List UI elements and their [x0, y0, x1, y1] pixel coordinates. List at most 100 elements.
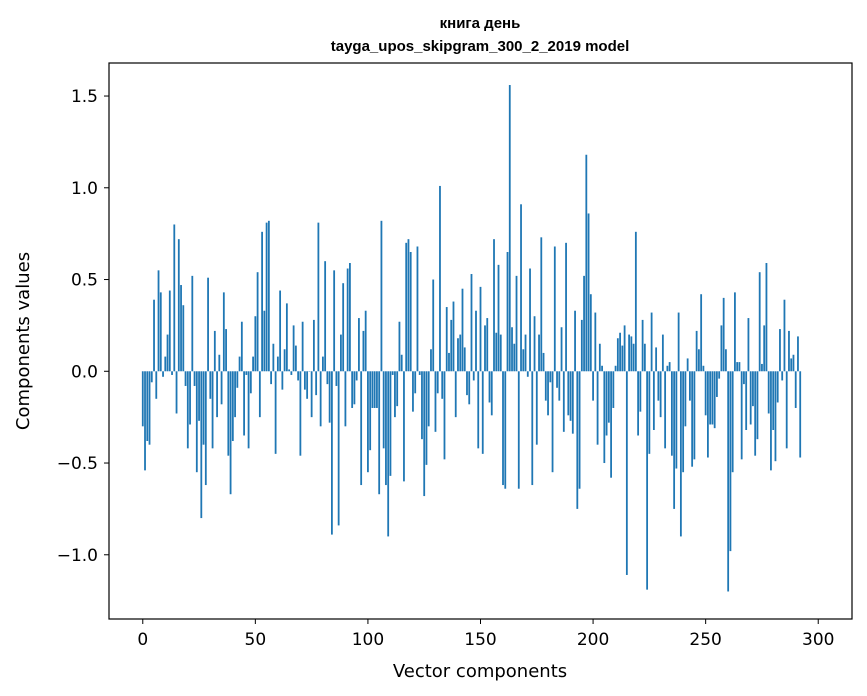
bar [652, 371, 655, 430]
bar [533, 316, 536, 372]
bar [353, 371, 356, 405]
bar [189, 371, 191, 425]
bar [603, 371, 606, 464]
bar [734, 292, 736, 372]
bar [229, 371, 232, 495]
bar [301, 321, 304, 372]
bar [479, 286, 482, 372]
bar [526, 371, 529, 377]
bar [520, 204, 522, 372]
bar [754, 371, 757, 456]
bar [668, 362, 671, 372]
bar [344, 371, 347, 427]
bar [434, 371, 437, 432]
bar [569, 371, 572, 421]
bar [598, 343, 601, 372]
bar [544, 371, 547, 401]
bar [580, 319, 583, 372]
bar [589, 294, 592, 372]
bar [466, 371, 468, 396]
bar [623, 325, 626, 372]
bar [565, 242, 567, 372]
bar [772, 371, 775, 430]
bar [209, 371, 212, 399]
bar [450, 319, 453, 372]
bar [319, 371, 322, 427]
bar [779, 329, 781, 372]
bar [340, 334, 342, 372]
bar [610, 371, 612, 478]
bar [495, 332, 498, 372]
bar [486, 318, 489, 372]
bar [243, 371, 245, 436]
bar [576, 371, 579, 509]
bar [382, 371, 385, 449]
bar [725, 349, 727, 372]
bar [745, 371, 748, 430]
bar [337, 371, 340, 526]
bar [202, 371, 205, 445]
y-tick-label: 1.0 [71, 179, 98, 199]
bar [418, 371, 421, 375]
y-tick-label: −1.0 [57, 546, 98, 566]
bar [718, 371, 721, 379]
bar [504, 371, 507, 489]
bar [267, 220, 270, 372]
bar [688, 371, 691, 401]
bar [276, 356, 279, 372]
bar [592, 371, 594, 401]
bar [400, 354, 403, 372]
x-tick-label: 150 [464, 630, 496, 650]
bar [691, 371, 694, 467]
bar [236, 371, 239, 388]
bar [281, 371, 284, 390]
bar [643, 343, 646, 372]
bar [427, 371, 430, 427]
bar [790, 358, 793, 372]
bar [612, 371, 615, 408]
bar [490, 371, 493, 416]
bar [553, 246, 556, 372]
bar [193, 371, 196, 386]
bar [254, 316, 257, 372]
bar [349, 263, 351, 372]
bar [445, 307, 448, 372]
x-axis-label: Vector components [393, 661, 567, 682]
bar [774, 371, 777, 462]
bar [220, 371, 223, 405]
bar [274, 371, 277, 454]
bar [270, 371, 273, 385]
bar [731, 371, 734, 473]
bar [252, 356, 254, 372]
bar [763, 325, 766, 372]
bar [783, 299, 786, 372]
bar [675, 371, 678, 469]
bar [387, 371, 390, 537]
bar [770, 371, 772, 471]
bar [661, 334, 664, 372]
bar [513, 343, 516, 372]
bar [711, 371, 714, 425]
bar [727, 371, 730, 592]
y-tick-label: 0.5 [71, 271, 98, 291]
bar [648, 371, 651, 454]
bar [594, 312, 597, 372]
bar [736, 362, 739, 372]
bar [634, 231, 637, 372]
bar [716, 371, 718, 397]
bar [511, 327, 513, 372]
bar [272, 343, 275, 372]
bar [693, 371, 696, 460]
bar [367, 371, 369, 473]
bar [443, 371, 446, 460]
bar [200, 371, 203, 519]
bar [432, 279, 435, 372]
bar [621, 345, 624, 372]
bar [173, 224, 176, 372]
bar [389, 371, 392, 476]
y-tick-label: 1.5 [71, 87, 98, 107]
bar [481, 371, 484, 454]
bar [502, 371, 504, 486]
bar [155, 371, 158, 399]
x-axis: 0 50 100 150 200 250 300 [137, 619, 834, 650]
